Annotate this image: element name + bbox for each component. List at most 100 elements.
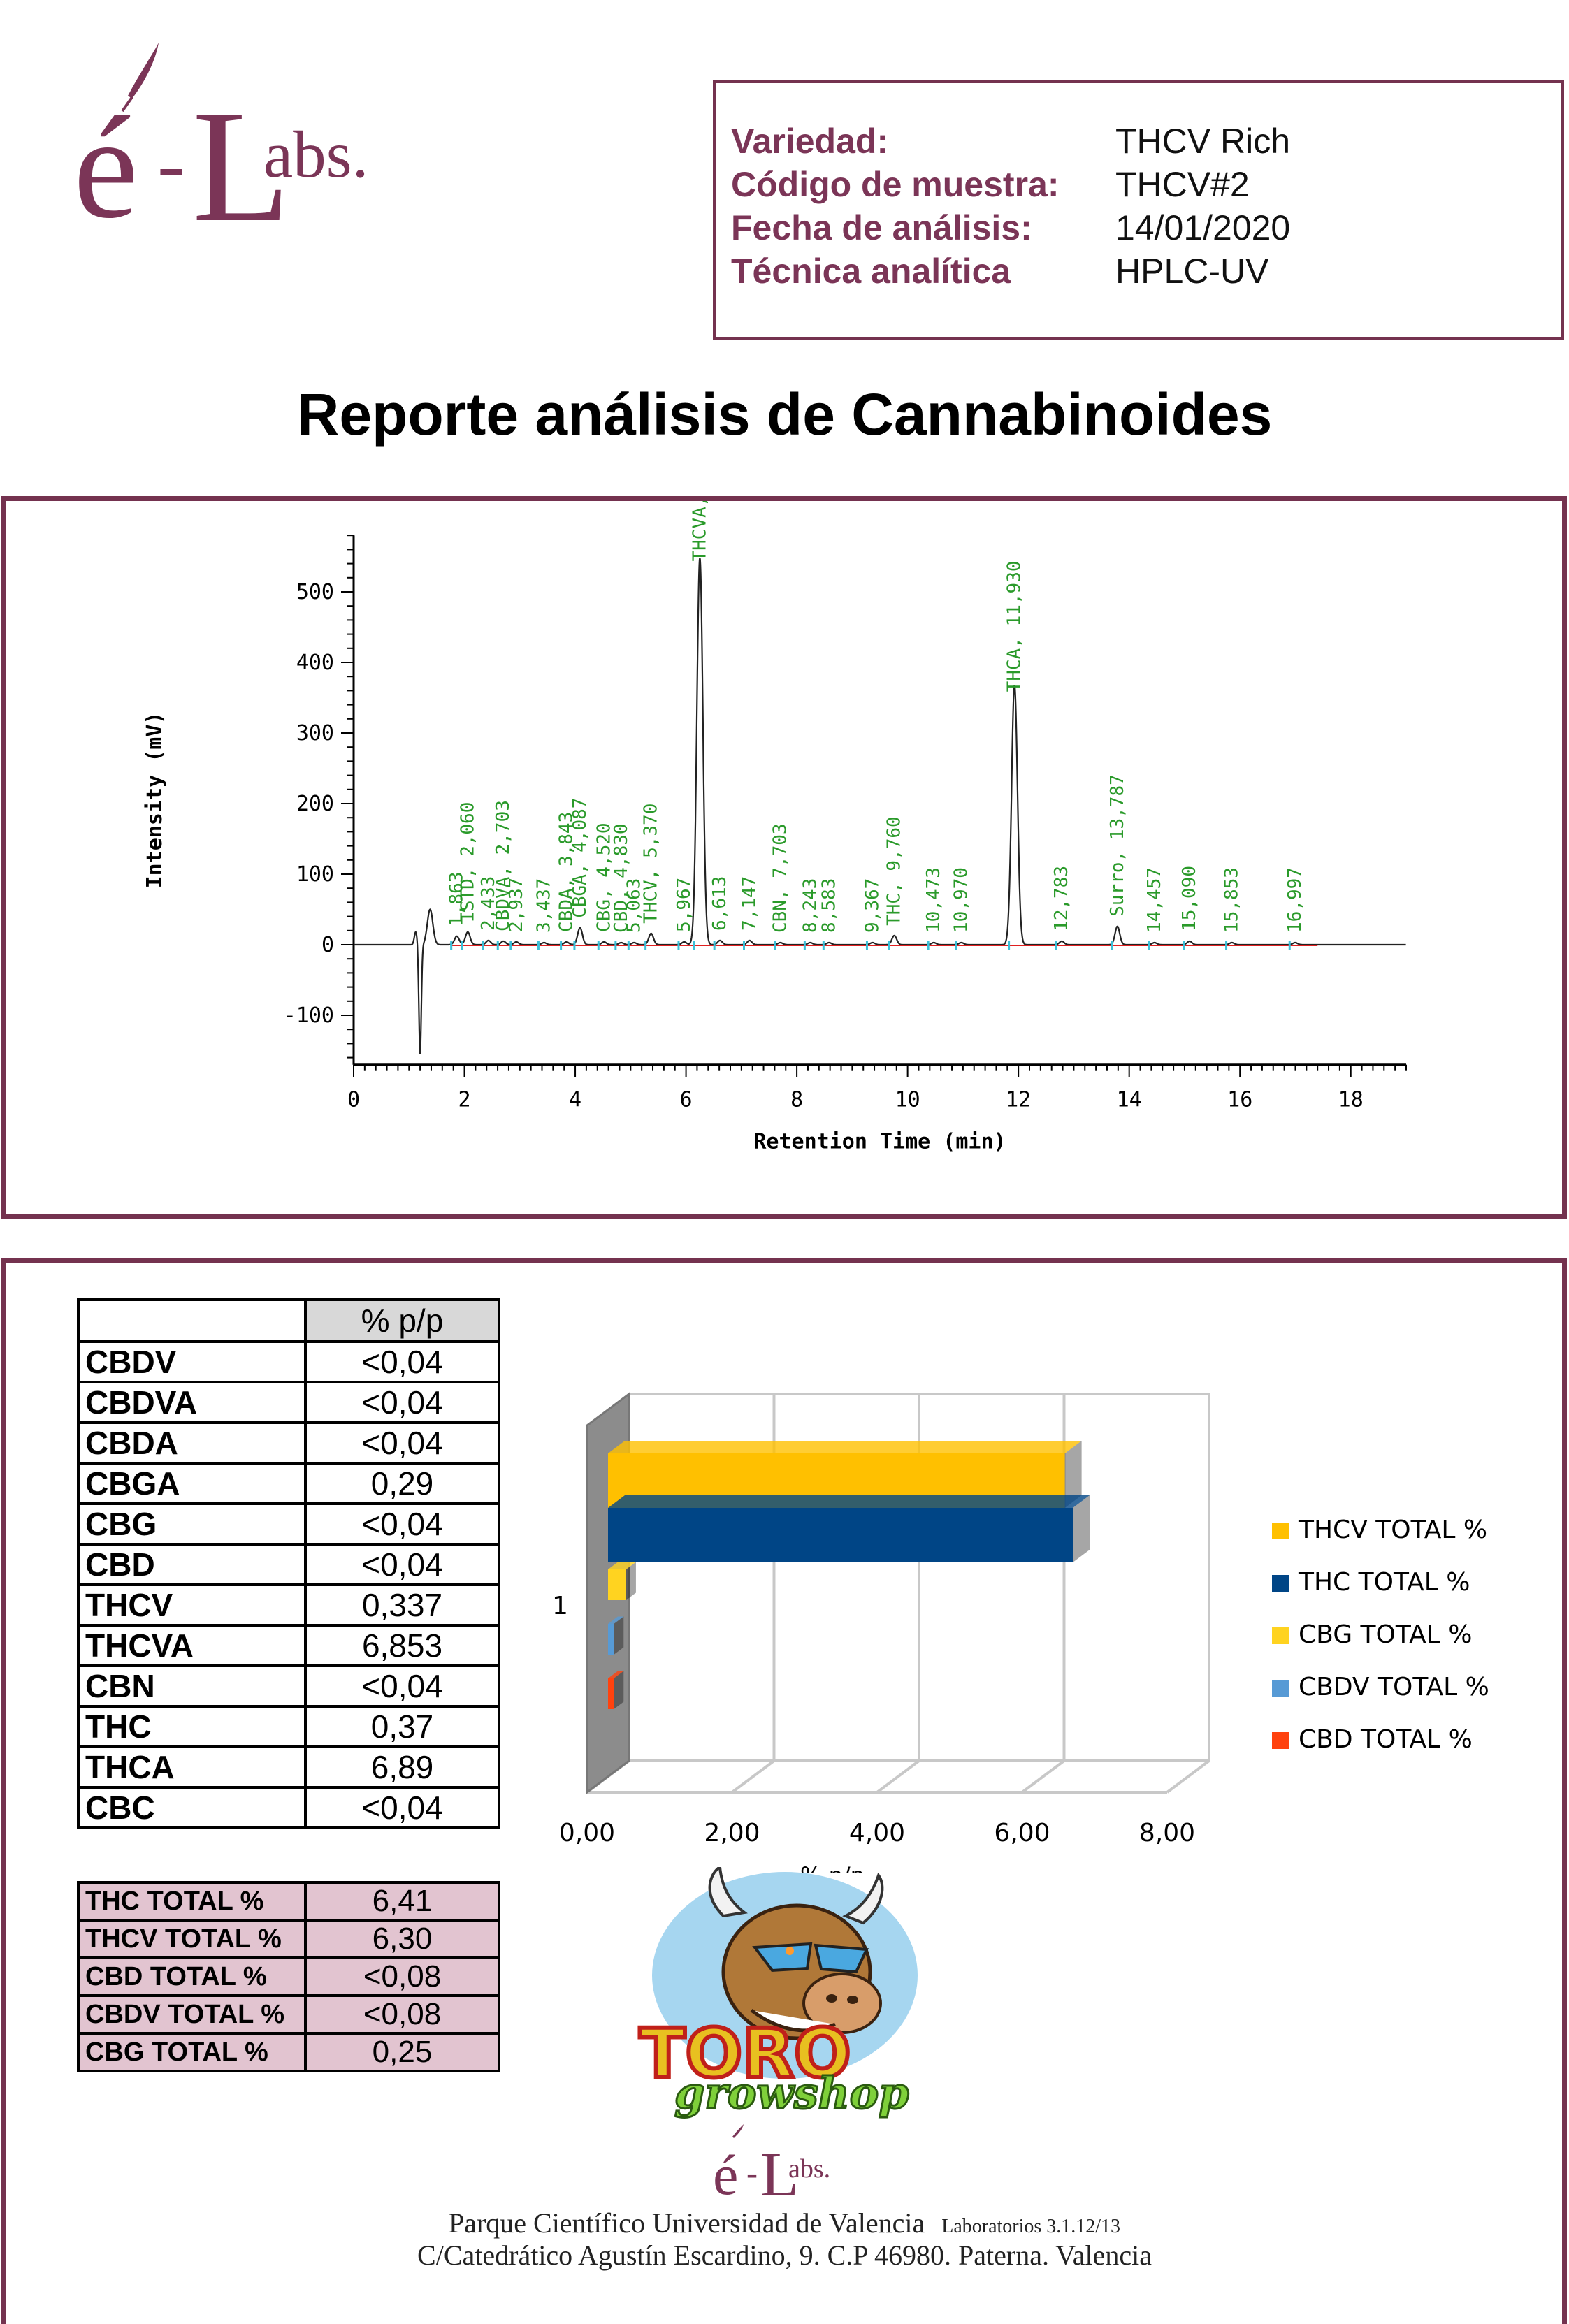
chart-floor-line xyxy=(876,1759,920,1794)
info-label: Variedad: xyxy=(731,122,889,161)
y-tick-label: 400 xyxy=(296,651,334,675)
footer-logo-abs: abs. xyxy=(788,2154,830,2184)
y-tick-label: 0 xyxy=(321,933,334,957)
total-name: THC TOTAL % xyxy=(77,1881,307,1922)
cannabinoid-value: 0,337 xyxy=(304,1583,500,1627)
totals-row: THCV TOTAL % 6,30 xyxy=(77,1919,500,1959)
footer-address-main: Parque Científico Universidad de Valenci… xyxy=(448,2207,925,2239)
sponsor-title: TORO xyxy=(639,2014,851,2093)
totals-row: CBG TOTAL % 0,25 xyxy=(77,2032,500,2072)
peak-label: CBD, 4,830 xyxy=(611,823,632,933)
peak-label: 3,437 xyxy=(533,878,554,933)
cannabinoid-name: THCVA xyxy=(77,1624,307,1667)
info-label: Fecha de análisis: xyxy=(731,208,1032,247)
table-row: CBDVA <0,04 xyxy=(77,1381,500,1424)
cannabinoid-value: 0,29 xyxy=(304,1462,500,1505)
logo-dash: - xyxy=(157,117,185,210)
x-axis-label: Retention Time (min) xyxy=(753,1130,1006,1154)
peak-label: 2,433 xyxy=(478,876,499,931)
x-tick-label: 4 xyxy=(569,1088,581,1112)
chromatogram-chart: 0 2 4 6 8 10 12 14 16 18 -100 0 100 200 300 400 500 Reten… xyxy=(143,501,1407,1154)
peak-label: 5,967 xyxy=(674,878,695,932)
toro-growshop-logo: TORO growshop xyxy=(637,1867,918,2119)
total-value: 6,41 xyxy=(304,1881,500,1922)
y-tick-label: 100 xyxy=(296,862,334,887)
cannabinoid-value: 6,853 xyxy=(304,1624,500,1667)
total-name: THCV TOTAL % xyxy=(77,1919,307,1959)
sponsor-subtitle: growshop xyxy=(674,2068,909,2119)
legend-label: CBG TOTAL % xyxy=(1299,1620,1473,1649)
sample-info-box: Variedad: THCV Rich Código de muestra: T… xyxy=(713,80,1564,340)
legend-item: CBDV TOTAL % xyxy=(1272,1673,1489,1701)
cannabinoid-table: % p/p CBDV <0,04 CBDVA <0,04 CBDA <0,04 CBGA 0,… xyxy=(77,1298,500,1829)
x-tick-label: 10 xyxy=(895,1088,920,1112)
info-value: THCV#2 xyxy=(1115,165,1250,204)
chart-x-tick-label: 2,00 xyxy=(704,1819,760,1847)
cannabinoid-value: <0,04 xyxy=(304,1786,500,1829)
cannabinoid-name: THC xyxy=(77,1705,307,1748)
peak-label: THCA, 11,930 xyxy=(1004,560,1025,692)
chart-x-tick-label: 6,00 xyxy=(994,1819,1050,1847)
legend-item: THCV TOTAL % xyxy=(1272,1516,1487,1544)
peak-label: THCVA, 6,250 xyxy=(689,501,710,562)
legend-swatch xyxy=(1272,1732,1289,1749)
peak-label: CBG, 4,520 xyxy=(593,822,614,932)
peak-label: THCV, 5,370 xyxy=(641,804,662,924)
footer-address-line2: C/Catedrático Agustín Escardino, 9. C.P … xyxy=(417,2239,1152,2271)
total-value: <0,08 xyxy=(304,1956,500,1997)
info-value: 14/01/2020 xyxy=(1115,208,1291,247)
totals-row: CBD TOTAL % <0,08 xyxy=(77,1956,500,1997)
total-value: <0,08 xyxy=(304,1994,500,2035)
table-row: CBDA <0,04 xyxy=(77,1421,500,1465)
peak-label: 8,583 xyxy=(818,878,839,933)
legend-label: THC TOTAL % xyxy=(1299,1568,1470,1597)
elabs-logo: é - L abs. xyxy=(73,38,395,255)
peak-label: ISTD, 2,060 xyxy=(457,802,478,922)
legend-item: THC TOTAL % xyxy=(1272,1569,1470,1597)
cannabinoid-value: <0,04 xyxy=(304,1543,500,1586)
cannabinoid-name: CBDVA xyxy=(77,1381,307,1424)
cannabinoid-name: CBG xyxy=(77,1502,307,1546)
cannabinoid-value: <0,04 xyxy=(304,1381,500,1424)
peak-label: 16,997 xyxy=(1285,867,1306,933)
info-value: THCV Rich xyxy=(1115,122,1291,161)
cannabinoid-name: CBC xyxy=(77,1786,307,1829)
table-row: CBN <0,04 xyxy=(77,1664,500,1708)
table-header-unit: % p/p xyxy=(304,1298,500,1343)
peak-label: 10,970 xyxy=(951,867,972,933)
peak-label: THC, 9,760 xyxy=(884,816,905,926)
total-value: 0,25 xyxy=(304,2032,500,2072)
cannabinoid-value: 0,37 xyxy=(304,1705,500,1748)
chart-x-tick-label: 0,00 xyxy=(559,1819,615,1847)
table-row: THCA 6,89 xyxy=(77,1745,500,1789)
totals-row: THC TOTAL % 6,41 xyxy=(77,1881,500,1922)
x-tick-label: 12 xyxy=(1006,1088,1031,1112)
peak-label: CBDA, 3,843 xyxy=(556,812,577,932)
cannabinoid-name: CBGA xyxy=(77,1462,307,1505)
cannabinoid-value: <0,04 xyxy=(304,1664,500,1708)
peak-label: 2,937 xyxy=(506,878,527,932)
peak-label: 15,853 xyxy=(1222,867,1243,933)
totals-bar-chart: 0,00 2,00 4,00 6,00 8,00 1 % p/p xyxy=(552,1392,1210,1873)
legend-label: THCV TOTAL % xyxy=(1299,1516,1488,1544)
x-tick-label: 8 xyxy=(790,1088,803,1112)
legend-swatch xyxy=(1272,1575,1289,1592)
peak-label: 7,147 xyxy=(739,876,760,931)
x-tick-label: 0 xyxy=(347,1088,360,1112)
cannabinoid-value: <0,04 xyxy=(304,1421,500,1465)
footer-address-small: Laboratorios 3.1.12/13 xyxy=(941,2216,1121,2237)
x-tick-label: 16 xyxy=(1227,1088,1252,1112)
x-tick-label: 2 xyxy=(458,1088,470,1112)
total-value: 6,30 xyxy=(304,1919,500,1959)
peak-label: CBGA, 4,087 xyxy=(570,798,591,918)
y-tick-label: 500 xyxy=(296,580,334,604)
total-name: CBG TOTAL % xyxy=(77,2032,307,2072)
peak-label: CBDVA, 2,703 xyxy=(493,800,514,931)
cannabinoid-name: THCA xyxy=(77,1745,307,1789)
table-row: CBC <0,04 xyxy=(77,1786,500,1829)
table-row: THC 0,37 xyxy=(77,1705,500,1748)
peak-label: 5,063 xyxy=(623,878,644,933)
footer-logo-L: L xyxy=(760,2140,799,2208)
results-panel xyxy=(1,1258,1567,2324)
peak-label: 12,783 xyxy=(1051,866,1072,931)
